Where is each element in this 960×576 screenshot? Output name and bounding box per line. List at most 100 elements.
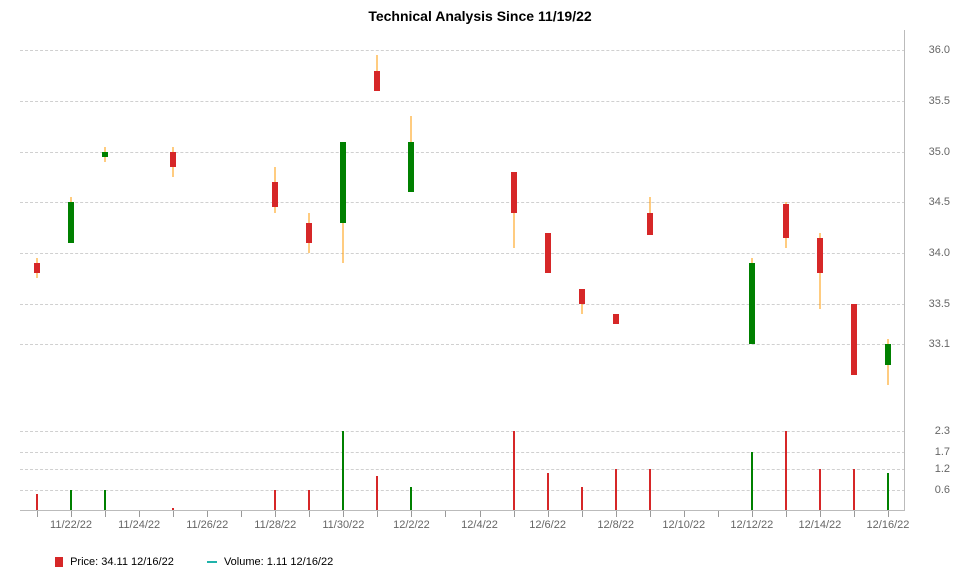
volume-bar: [308, 490, 310, 511]
x-tick: [71, 511, 72, 517]
candle-body: [272, 182, 278, 207]
gridline: [20, 152, 905, 153]
candle-body: [647, 213, 653, 235]
y-axis-label: 34.5: [929, 196, 950, 208]
candle-body: [102, 152, 108, 157]
x-axis-label: 11/24/22: [118, 519, 160, 531]
volume-bar: [274, 490, 276, 511]
candle-body: [579, 289, 585, 304]
price-panel: 33.133.534.034.535.035.536.0: [20, 30, 905, 405]
x-tick: [650, 511, 651, 517]
x-tick: [445, 511, 446, 517]
gridline: [20, 452, 905, 453]
x-tick: [752, 511, 753, 517]
x-tick: [241, 511, 242, 517]
y-axis-label: 36.0: [929, 44, 950, 56]
gridline: [20, 431, 905, 432]
y-axis-label: 0.6: [935, 484, 950, 496]
volume-bar: [887, 473, 889, 511]
gridline: [20, 469, 905, 470]
volume-bar: [649, 469, 651, 511]
legend-price-swatch: [55, 557, 63, 567]
candle-body: [34, 263, 40, 273]
volume-bar: [819, 469, 821, 511]
candle-body: [511, 172, 517, 213]
candle-body: [851, 304, 857, 375]
volume-bar: [70, 490, 72, 511]
x-axis-label: 11/26/22: [186, 519, 228, 531]
x-tick: [207, 511, 208, 517]
volume-bar: [615, 469, 617, 511]
volume-bar: [104, 490, 106, 511]
volume-bar: [513, 431, 515, 511]
candle-body: [545, 233, 551, 274]
candle-body: [749, 263, 755, 344]
candle-body: [340, 142, 346, 223]
x-tick: [411, 511, 412, 517]
candle-body: [885, 344, 891, 364]
x-axis-label: 12/6/22: [529, 519, 566, 531]
candlestick-chart: Technical Analysis Since 11/19/22 33.133…: [0, 0, 960, 576]
x-tick: [548, 511, 549, 517]
legend-volume: Volume: 1.11 12/16/22: [207, 556, 333, 568]
candle-body: [613, 314, 619, 324]
y-axis-label: 1.7: [935, 446, 950, 458]
x-axis-label: 11/22/22: [50, 519, 92, 531]
gridline: [20, 253, 905, 254]
gridline: [20, 490, 905, 491]
chart-title: Technical Analysis Since 11/19/22: [0, 8, 960, 24]
x-axis-label: 11/28/22: [254, 519, 296, 531]
x-tick: [139, 511, 140, 517]
candle-body: [374, 71, 380, 91]
x-tick: [820, 511, 821, 517]
x-tick: [343, 511, 344, 517]
y-axis-label: 33.5: [929, 298, 950, 310]
volume-bar: [547, 473, 549, 511]
y-axis-label: 35.5: [929, 95, 950, 107]
gridline: [20, 202, 905, 203]
x-axis-label: 12/2/22: [393, 519, 430, 531]
gridline: [20, 344, 905, 345]
candle-body: [817, 238, 823, 273]
volume-bar: [785, 431, 787, 511]
y-axis-label: 35.0: [929, 146, 950, 158]
x-tick: [854, 511, 855, 517]
x-tick: [173, 511, 174, 517]
legend-price: Price: 34.11 12/16/22: [55, 556, 174, 568]
plot-area: 33.133.534.034.535.035.536.0 0.61.21.72.…: [20, 30, 905, 511]
x-axis-label: 12/8/22: [597, 519, 634, 531]
legend-volume-swatch: [207, 561, 217, 563]
x-tick: [684, 511, 685, 517]
legend-price-label: Price: 34.11 12/16/22: [70, 556, 174, 568]
x-axis-label: 12/12/22: [730, 519, 773, 531]
volume-bar: [342, 431, 344, 511]
candle-body: [306, 223, 312, 243]
y-axis-label: 2.3: [935, 425, 950, 437]
gridline: [20, 101, 905, 102]
x-tick: [514, 511, 515, 517]
candle-body: [783, 204, 789, 237]
x-tick: [582, 511, 583, 517]
x-tick: [616, 511, 617, 517]
volume-bar: [410, 487, 412, 511]
x-tick: [786, 511, 787, 517]
x-tick: [309, 511, 310, 517]
candle-body: [170, 152, 176, 167]
volume-bar: [376, 476, 378, 511]
legend-volume-label: Volume: 1.11 12/16/22: [224, 556, 333, 568]
x-axis-label: 12/16/22: [867, 519, 910, 531]
volume-bar: [581, 487, 583, 511]
x-tick: [275, 511, 276, 517]
volume-panel: 0.61.21.72.3: [20, 424, 905, 511]
x-tick: [888, 511, 889, 517]
x-axis-label: 12/14/22: [798, 519, 841, 531]
x-axis-label: 12/4/22: [461, 519, 498, 531]
y-axis-label: 33.1: [929, 338, 950, 350]
candle-body: [408, 142, 414, 193]
gridline: [20, 304, 905, 305]
x-tick: [718, 511, 719, 517]
candle-body: [68, 202, 74, 243]
y-axis-label: 1.2: [935, 463, 950, 475]
x-tick: [105, 511, 106, 517]
volume-bar: [853, 469, 855, 511]
